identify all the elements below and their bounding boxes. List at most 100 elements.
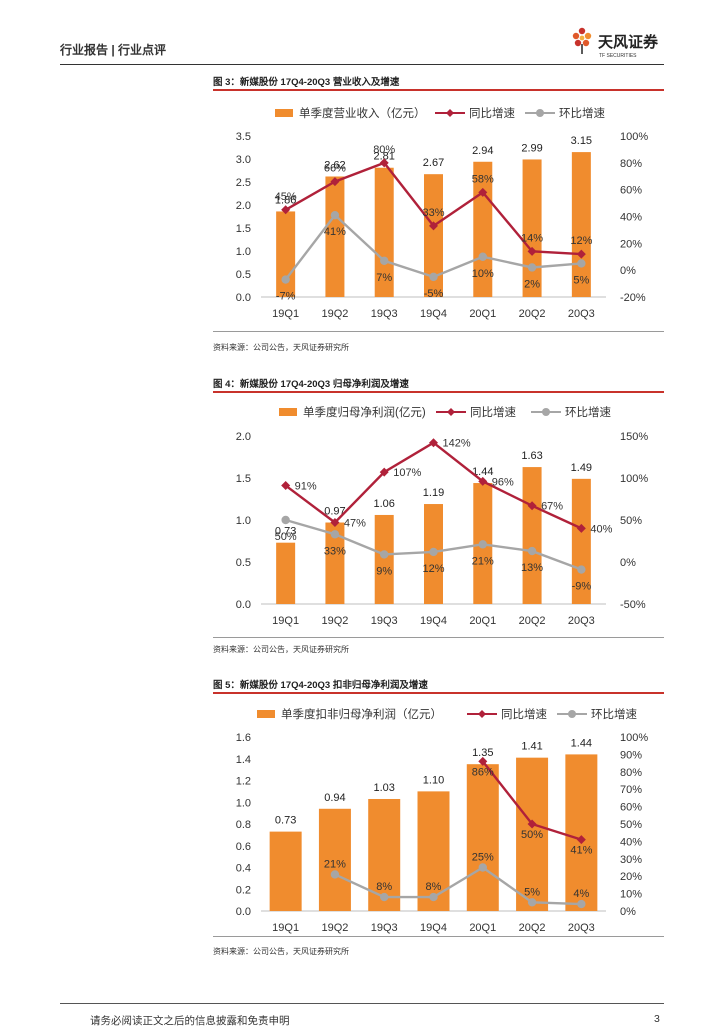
figure-5-bottom-rule	[213, 936, 664, 937]
point-marker	[281, 205, 291, 215]
point-label: 12%	[422, 563, 444, 575]
point-label: 41%	[570, 845, 592, 857]
point-label: 47%	[344, 518, 366, 530]
point-label: 33%	[422, 207, 444, 219]
point-marker	[379, 158, 389, 168]
point-label: 40%	[590, 523, 612, 535]
point-marker	[380, 892, 389, 902]
bar-value-label: 1.19	[423, 487, 444, 499]
legend-marker	[568, 710, 576, 718]
point-label: 13%	[521, 562, 543, 574]
x-tick-label: 20Q3	[568, 615, 595, 627]
y-left-tick-label: 0.6	[236, 841, 251, 853]
point-label: 7%	[376, 272, 392, 284]
point-marker	[429, 892, 438, 902]
y-left-tick-label: 3.5	[236, 131, 251, 143]
figure-4-top-rule	[213, 391, 664, 393]
y-right-tick-label: 80%	[620, 158, 642, 170]
point-label: 33%	[324, 545, 346, 557]
bar-value-label: 1.44	[571, 737, 592, 749]
y-right-tick-label: 40%	[620, 836, 642, 848]
bar	[522, 467, 542, 604]
legend-label: 同比增速	[470, 405, 516, 419]
y-left-tick-label: 1.5	[236, 473, 251, 485]
y-right-tick-label: 90%	[620, 749, 642, 761]
legend-swatch-bar	[275, 109, 293, 117]
point-label: 8%	[426, 881, 442, 893]
point-label: 10%	[472, 268, 494, 280]
x-tick-label: 19Q2	[321, 922, 348, 934]
point-label: 14%	[521, 232, 543, 244]
x-tick-label: 19Q2	[321, 615, 348, 627]
point-marker	[281, 481, 291, 491]
point-marker	[577, 259, 586, 268]
point-label: -5%	[424, 288, 444, 300]
point-marker	[330, 210, 340, 220]
point-marker	[478, 756, 488, 766]
point-label: 25%	[472, 852, 494, 864]
y-left-tick-label: 3.0	[236, 154, 251, 166]
y-right-tick-label: 70%	[620, 784, 642, 796]
bar-value-label: 1.63	[521, 450, 542, 462]
legend-label: 单季度扣非归母净利润（亿元）	[281, 707, 442, 721]
y-right-tick-label: 0%	[620, 265, 636, 277]
y-left-tick-label: 0.0	[236, 292, 251, 304]
x-tick-label: 19Q4	[420, 308, 447, 320]
bar-value-label: 2.62	[324, 159, 345, 171]
point-marker	[478, 476, 488, 486]
bar	[318, 808, 351, 911]
point-marker	[576, 523, 586, 533]
bar	[325, 522, 345, 604]
bar	[466, 764, 499, 911]
bar-value-label: 0.73	[275, 526, 296, 538]
bar-value-label: 1.41	[521, 741, 542, 753]
x-tick-label: 20Q2	[519, 308, 546, 320]
point-marker	[577, 565, 586, 574]
y-right-tick-label: 80%	[620, 767, 642, 779]
point-marker	[527, 898, 537, 907]
bar	[571, 152, 591, 297]
point-marker	[527, 546, 537, 556]
bar	[522, 159, 542, 297]
tf-securities-logo: 天风证券 TF SECURITIES	[572, 27, 659, 59]
x-tick-label: 20Q1	[469, 615, 496, 627]
point-label: -7%	[276, 291, 296, 303]
point-marker	[478, 187, 488, 197]
point-label: 21%	[472, 555, 494, 567]
y-right-tick-label: 30%	[620, 854, 642, 866]
point-label: 8%	[376, 881, 392, 893]
y-left-tick-label: 1.4	[236, 754, 251, 766]
y-left-tick-label: 0.2	[236, 884, 251, 896]
legend-label: 环比增速	[565, 405, 611, 419]
point-marker	[478, 863, 487, 872]
legend-swatch-bar	[257, 710, 275, 718]
y-right-tick-label: 100%	[620, 732, 648, 744]
bar	[565, 754, 598, 911]
legend-marker	[447, 408, 455, 416]
point-marker	[429, 438, 438, 448]
point-marker	[429, 221, 438, 231]
figure-4-chart: 0.0 0.5 1.0 1.5 2.0 -50% 0% 50% 100% 150% 19Q1 19Q2…	[236, 405, 649, 627]
footer-disclaimer: 请务必阅读正文之后的信息披露和免责申明	[90, 1015, 290, 1027]
figure-3-chart: 0.0 0.5 1.0 1.5 2.0 2.5 3.0 3.5 -20% 0% 20% 40% 60% 8…	[236, 106, 649, 320]
figure-5-title: 图 5：新媒股份 17Q4-20Q3 扣非归母净利润及增速	[213, 680, 428, 691]
point-marker	[478, 540, 487, 549]
bar	[374, 167, 394, 297]
y-right-tick-label: 50%	[620, 819, 642, 831]
legend-marker	[478, 710, 486, 718]
point-label: 50%	[275, 531, 297, 543]
point-label: 12%	[570, 235, 592, 247]
point-label: 5%	[573, 274, 589, 286]
point-marker	[330, 518, 340, 528]
y-right-tick-label: 50%	[620, 515, 642, 527]
page-number: 3	[654, 1013, 660, 1025]
y-left-tick-label: 0.0	[236, 599, 251, 611]
y-right-tick-label: 20%	[620, 871, 642, 883]
x-tick-label: 19Q3	[371, 308, 398, 320]
point-marker	[330, 177, 340, 187]
y-left-tick-label: 2.0	[236, 200, 251, 212]
point-marker	[527, 819, 537, 829]
bar-value-label: 2.99	[521, 142, 542, 154]
flower-icon	[572, 27, 592, 54]
series-line	[334, 866, 582, 906]
